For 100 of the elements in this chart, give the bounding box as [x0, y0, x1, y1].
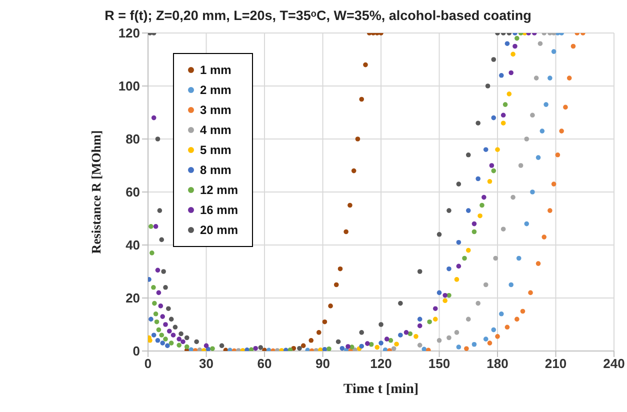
- point: [155, 338, 160, 343]
- point: [530, 190, 535, 194]
- y-tick-label: 60: [126, 184, 140, 200]
- point: [514, 36, 520, 41]
- point: [355, 136, 360, 142]
- point: [168, 340, 174, 346]
- point: [514, 316, 520, 322]
- point: [504, 324, 510, 330]
- point: [436, 290, 442, 296]
- point: [398, 332, 403, 338]
- point: [489, 163, 494, 168]
- point: [446, 335, 452, 340]
- y-tick-label: 0: [132, 344, 140, 359]
- point: [340, 346, 345, 351]
- point: [480, 202, 484, 208]
- x-tick-label: 90: [316, 356, 330, 372]
- point: [404, 330, 409, 335]
- point: [170, 332, 176, 338]
- y-axis-title: Resistance R [MOhm]: [88, 130, 104, 254]
- point: [326, 346, 332, 351]
- point: [328, 304, 333, 308]
- point: [308, 338, 314, 343]
- x-tick-label: 60: [257, 356, 272, 372]
- point: [363, 62, 368, 68]
- point: [417, 316, 422, 322]
- point: [148, 224, 154, 229]
- point: [180, 339, 186, 344]
- x-tick-label: 150: [428, 356, 450, 372]
- point: [322, 319, 328, 324]
- y-tick-label: 120: [118, 26, 140, 41]
- point: [510, 194, 516, 200]
- point: [176, 342, 182, 348]
- point: [338, 266, 343, 272]
- point: [163, 285, 168, 290]
- y-tick-label: 80: [126, 132, 140, 147]
- point: [472, 342, 477, 347]
- y-tick-label: 100: [118, 78, 140, 94]
- point: [512, 44, 518, 49]
- point: [530, 112, 535, 118]
- point: [472, 229, 477, 234]
- point: [388, 338, 394, 343]
- point: [359, 330, 364, 335]
- point: [160, 314, 165, 319]
- point: [166, 306, 171, 311]
- point: [336, 339, 341, 344]
- point: [391, 346, 396, 351]
- point: [466, 316, 471, 322]
- point: [157, 208, 162, 213]
- point: [359, 344, 364, 349]
- point: [300, 343, 306, 348]
- point: [153, 312, 158, 316]
- point: [422, 346, 427, 351]
- point: [500, 112, 506, 118]
- point: [482, 194, 486, 200]
- point: [155, 136, 160, 142]
- x-tick-label: 180: [486, 356, 508, 372]
- point: [520, 308, 526, 314]
- point: [528, 290, 533, 296]
- point: [483, 282, 488, 288]
- point: [436, 232, 442, 237]
- x-tick-label: 0: [144, 356, 152, 372]
- point: [548, 76, 552, 80]
- point: [518, 163, 524, 168]
- point: [472, 221, 477, 226]
- point: [508, 282, 514, 288]
- point: [491, 57, 496, 62]
- point: [566, 76, 572, 80]
- y-tick-label: 20: [126, 290, 140, 306]
- point: [148, 316, 154, 322]
- point: [204, 343, 209, 348]
- point: [464, 346, 469, 351]
- point: [555, 152, 560, 158]
- point: [487, 179, 492, 184]
- point: [262, 348, 267, 351]
- point: [446, 266, 452, 272]
- legend-label: 12 mm: [200, 182, 238, 196]
- point: [462, 256, 467, 261]
- point: [417, 342, 422, 348]
- point: [483, 336, 488, 342]
- point: [156, 290, 162, 296]
- point: [498, 73, 504, 78]
- point: [524, 136, 530, 142]
- point: [188, 347, 194, 351]
- point: [508, 70, 514, 76]
- point: [151, 332, 156, 338]
- point: [570, 44, 576, 49]
- point: [374, 344, 380, 350]
- point: [536, 155, 541, 160]
- point: [163, 336, 168, 342]
- point: [178, 331, 184, 336]
- point: [551, 49, 556, 54]
- point: [491, 115, 496, 120]
- point: [219, 343, 224, 348]
- point: [316, 330, 322, 335]
- point: [160, 340, 165, 346]
- point: [542, 234, 547, 240]
- x-tick-label: 240: [603, 356, 625, 372]
- point: [351, 168, 356, 174]
- point: [152, 300, 157, 306]
- legend-label: 4 mm: [200, 122, 232, 136]
